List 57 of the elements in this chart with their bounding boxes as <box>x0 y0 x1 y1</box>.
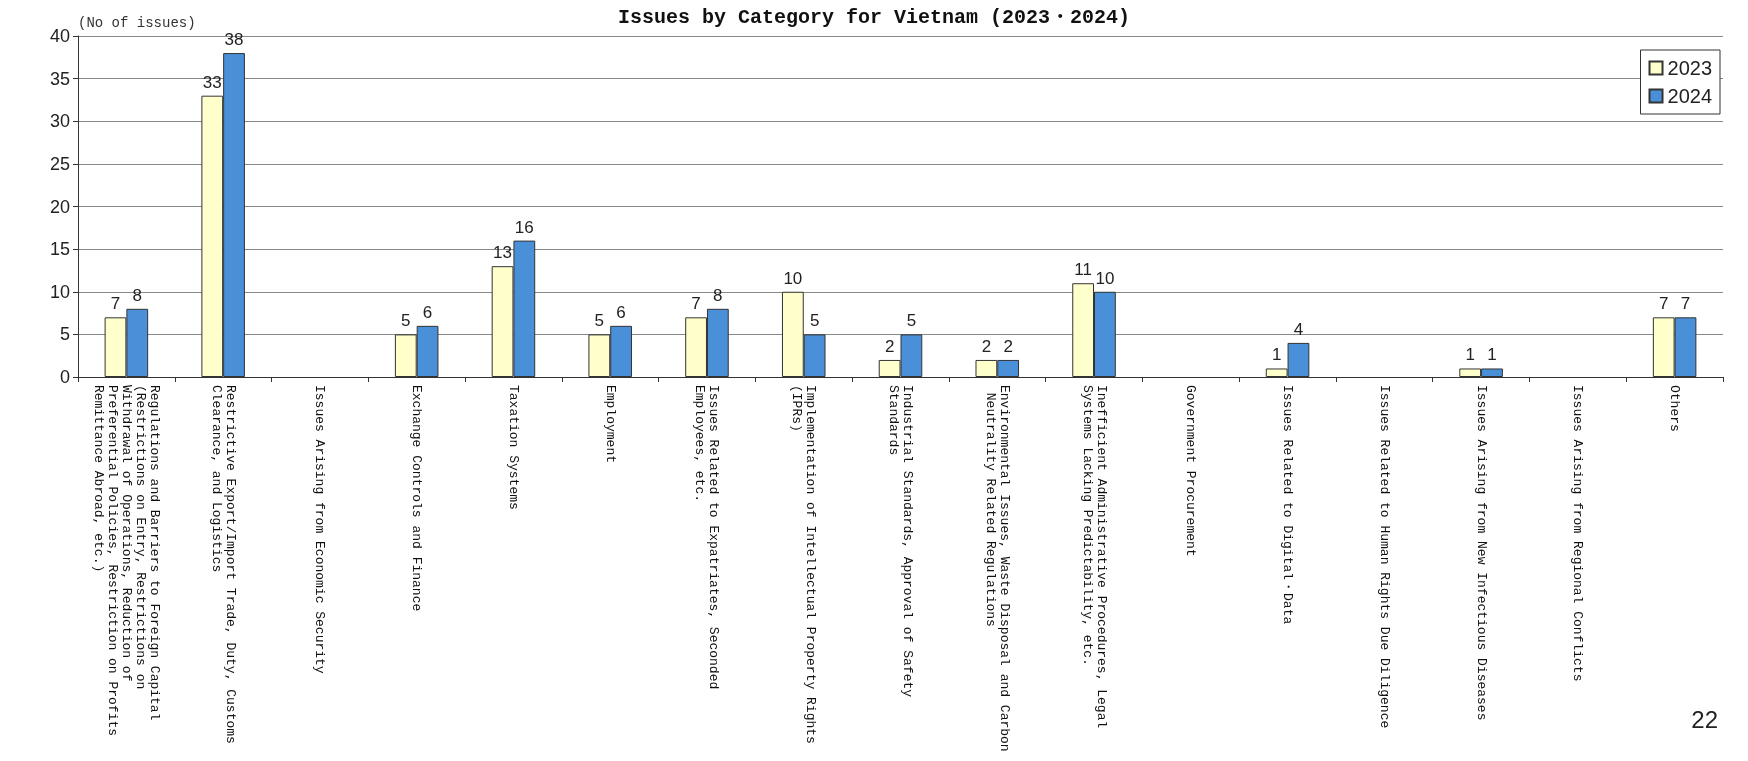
x-tick-label: Taxation Systems <box>505 385 521 510</box>
data-label: 11 <box>1074 260 1092 280</box>
legend-label: 2024 <box>1667 85 1713 107</box>
x-tick-label: Inefficient Administrative Procedures, Legal Systems Lacking Predictability, etc. <box>1079 385 1109 737</box>
x-tick-label: Issues Related to Human Rights Due Diligence <box>1376 385 1392 729</box>
x-tick-label: Employment <box>602 385 618 464</box>
data-label: 7 <box>1659 294 1669 314</box>
legend-label: 2023 <box>1667 57 1713 79</box>
data-label: 2 <box>884 336 895 356</box>
data-label: 5 <box>906 311 917 331</box>
x-tick-label: Others <box>1667 385 1683 432</box>
data-label: 1 <box>1465 345 1475 365</box>
data-label: 5 <box>401 311 411 331</box>
data-label: 7 <box>110 294 121 314</box>
y-tick-label: 0 <box>59 367 70 387</box>
x-tick-label: Issues Arising from New Infectious Diseases <box>1473 385 1489 721</box>
x-tick-label: Issues Arising from Economic Security <box>312 385 328 674</box>
x-tick-label: Restrictive Export/Import Trade, Duty, Customs Clearance, and Logistics <box>208 385 238 752</box>
y-tick-label: 10 <box>49 281 70 302</box>
y-tick-label: 5 <box>59 324 70 345</box>
data-label: 38 <box>224 30 244 50</box>
x-tick-label: Issues Related to Expatriates, Seconded Employees, etc. <box>692 385 722 698</box>
data-label: 5 <box>809 311 820 331</box>
data-label: 2 <box>1003 336 1013 356</box>
data-label: 8 <box>713 285 723 305</box>
x-tick-label: Issues Arising from Regional Conflicts <box>1570 385 1586 682</box>
data-label: 16 <box>514 217 534 237</box>
data-label: 1 <box>1487 345 1497 365</box>
data-label: 10 <box>783 268 803 288</box>
x-tick-label: Exchange Controls and Finance <box>409 385 425 612</box>
x-tick-label: Issues Related to Digital・Data <box>1280 385 1296 625</box>
data-label: 33 <box>202 72 222 92</box>
y-tick-label: 35 <box>49 68 70 89</box>
x-tick-label: Environmental Issues, Waste Disposal and Carbon Neutrality Related Regulations <box>982 385 1012 752</box>
y-tick-label: 30 <box>49 111 70 132</box>
x-tick-label: Government Procurement <box>1183 385 1199 557</box>
data-label: 7 <box>1680 294 1691 314</box>
data-label: 10 <box>1095 268 1115 288</box>
x-tick-label: Industrial Standards, Approval of Safety Standards <box>886 385 915 705</box>
x-tick-label: Regulations and Barriers to Foreign Capital (Restrictions on Entry, Restrictions on Withdrawal of Operations, Reduction of Preferential Policies, Restriction on Profits Remittance Abroad, etc.) <box>90 385 162 744</box>
y-axis-title: (No of issues) <box>78 15 196 31</box>
chart-title: Issues by Category for Vietnam (2023・2024) <box>617 5 1131 29</box>
y-tick-label: 40 <box>49 26 70 46</box>
data-label: 8 <box>132 285 142 305</box>
text: 22 <box>1691 705 1719 733</box>
data-label: 1 <box>1271 345 1282 365</box>
x-tick-label: Implementation of Intellectual Property Rights (IPRs) <box>789 385 819 752</box>
data-label: 4 <box>1293 319 1304 339</box>
data-label: 5 <box>594 311 605 331</box>
y-tick-label: 25 <box>49 153 70 174</box>
y-tick-label: 20 <box>49 196 70 217</box>
data-label: 6 <box>422 302 433 322</box>
data-label: 7 <box>691 294 701 314</box>
data-label: 6 <box>616 302 626 322</box>
data-label: 13 <box>493 243 513 263</box>
y-tick-label: 15 <box>49 239 70 260</box>
data-label: 2 <box>981 336 992 356</box>
